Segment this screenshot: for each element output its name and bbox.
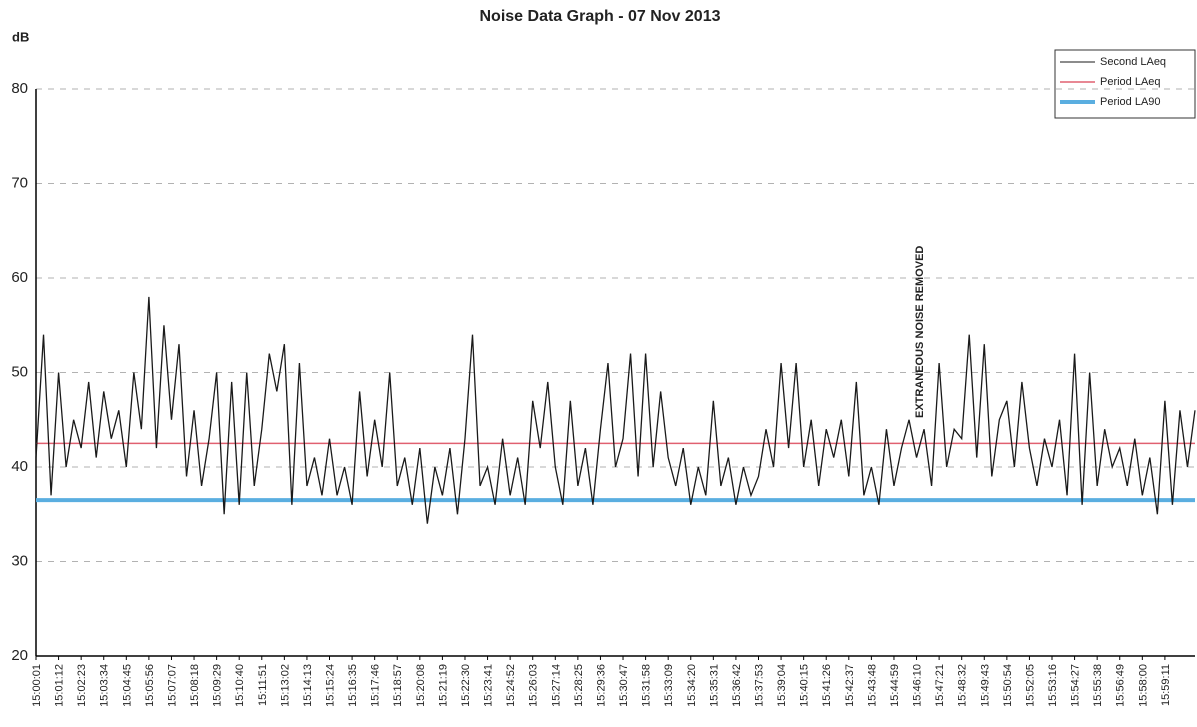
x-tick-label: 15:17:46 [370, 664, 382, 707]
x-tick-label: 15:35:31 [708, 664, 720, 707]
x-tick-label: 15:29:36 [595, 664, 607, 707]
x-tick-label: 15:04:45 [121, 664, 133, 707]
x-tick-label: 15:15:24 [325, 664, 337, 707]
x-tick-label: 15:08:18 [189, 664, 201, 707]
x-tick-label: 15:33:09 [663, 664, 675, 707]
x-tick-label: 15:20:08 [415, 664, 427, 707]
data-line [35, 296, 1196, 524]
x-tick-label: 15:58:00 [1137, 664, 1149, 707]
y-tick-label: 70 [11, 174, 28, 191]
x-tick-label: 15:56:49 [1115, 664, 1127, 707]
x-tick-label: 15:22:30 [460, 664, 472, 707]
x-tick-label: 15:37:53 [753, 664, 765, 707]
y-tick-label: 20 [11, 647, 28, 664]
x-tick-label: 15:14:13 [302, 664, 314, 707]
y-tick-label: 80 [11, 80, 28, 97]
x-tick-label: 15:55:38 [1092, 664, 1104, 707]
x-tick-label: 15:16:35 [347, 664, 359, 707]
chart-title: Noise Data Graph - 07 Nov 2013 [480, 8, 721, 25]
x-tick-label: 15:26:03 [528, 664, 540, 707]
x-tick-label: 15:44:59 [889, 664, 901, 707]
x-tick-label: 15:07:07 [166, 664, 178, 707]
x-tick-label: 15:01:12 [54, 664, 66, 707]
legend-box [1054, 49, 1196, 119]
x-tick-label: 15:49:43 [979, 664, 991, 707]
legend-label: Second LAeq [1100, 56, 1166, 68]
x-tick-label: 15:53:16 [1047, 664, 1059, 707]
x-tick-label: 15:31:58 [641, 664, 653, 707]
y-tick-label: 40 [11, 458, 28, 475]
x-tick-label: 15:43:48 [866, 664, 878, 707]
x-tick-label: 15:21:19 [437, 664, 449, 707]
x-tick-label: 15:00:01 [31, 664, 43, 707]
x-tick-label: 15:02:23 [76, 664, 88, 707]
y-axis-label: dB [12, 29, 29, 44]
x-tick-label: 15:36:42 [731, 664, 743, 707]
x-tick-label: 15:39:04 [776, 664, 788, 707]
x-tick-label: 15:30:47 [618, 664, 630, 707]
x-tick-label: 15:13:02 [279, 664, 291, 707]
x-tick-label: 15:34:20 [686, 664, 698, 707]
x-tick-label: 15:27:14 [550, 664, 562, 707]
legend-label: Period LAeq [1100, 76, 1161, 88]
x-tick-label: 15:10:40 [234, 664, 246, 707]
x-tick-label: 15:52:05 [1024, 664, 1036, 707]
x-tick-label: 15:41:26 [821, 664, 833, 707]
y-tick-label: 30 [11, 552, 28, 569]
x-tick-label: 15:23:41 [483, 664, 495, 707]
x-tick-label: 15:28:25 [573, 664, 585, 707]
x-tick-label: 15:05:56 [144, 664, 156, 707]
x-tick-label: 15:47:21 [934, 664, 946, 707]
x-tick-label: 15:09:29 [212, 664, 224, 707]
x-tick-label: 15:11:51 [257, 664, 269, 706]
x-tick-label: 15:03:34 [99, 664, 111, 707]
x-tick-label: 15:48:32 [957, 664, 969, 707]
x-tick-label: 15:50:54 [1002, 664, 1014, 707]
x-tick-label: 15:46:10 [912, 664, 924, 707]
x-tick-label: 15:40:15 [799, 664, 811, 707]
y-tick-label: 50 [11, 363, 28, 380]
x-tick-label: 15:24:52 [505, 664, 517, 707]
legend-label: Period LA90 [1100, 96, 1161, 108]
annotation: EXTRANEOUS NOISE REMOVED [914, 246, 926, 418]
y-tick-label: 60 [11, 269, 28, 286]
x-tick-label: 15:54:27 [1070, 664, 1082, 707]
x-tick-label: 15:42:37 [844, 664, 856, 707]
x-tick-label: 15:59:11 [1160, 664, 1172, 706]
x-tick-label: 15:18:57 [392, 664, 404, 707]
